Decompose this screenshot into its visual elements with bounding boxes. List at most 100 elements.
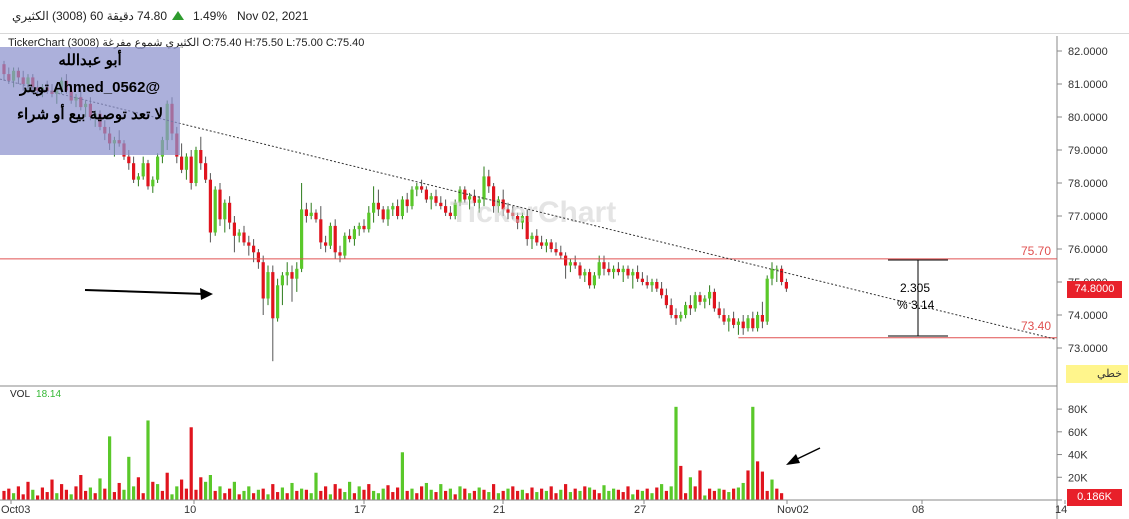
volume-bar [410,488,414,500]
candle-body [444,206,448,213]
volume-bar [21,494,25,500]
price-tick-label: 79.0000 [1068,145,1108,157]
volume-bar [626,486,630,500]
volume-bar [74,486,78,500]
candle [568,258,572,273]
candle [367,206,371,233]
volume-bar [117,482,121,500]
volume-bar [189,427,193,500]
price-tick-label: 73.0000 [1068,343,1108,355]
candle-body [506,209,510,213]
candle-body [324,242,328,246]
candle [784,278,788,292]
candle [276,278,280,322]
volume-bar [362,489,366,500]
volume-bar [170,494,174,500]
range-percent: % 3.14 [897,298,935,312]
volume-bar [146,420,150,500]
candle-body [189,156,193,183]
volume-bar [751,406,755,500]
note-box: أبو عبدالله @Ahmed_0562 تويتر لا تعد توص… [0,47,180,155]
candle [309,202,313,220]
volume-bar [530,487,534,500]
volume-bar [103,488,107,500]
candle-body [645,282,649,286]
volume-bar [420,486,424,500]
candle-body [415,186,419,190]
candle [650,278,654,292]
candle-body [760,315,764,322]
candle-body [525,216,529,240]
volume-value: 18.14 [36,389,62,400]
volume-bar [372,490,376,500]
volume-bar [602,485,606,500]
watermark: TickerChart [450,196,616,229]
volume-bar [458,486,462,500]
range-value: 2.305 [900,281,930,295]
up-arrow-icon [172,11,184,20]
volume-bar [12,493,16,500]
candle-body [708,291,712,299]
candle-body [751,318,755,329]
candle-body [549,242,553,249]
candle [765,275,769,325]
candle-body [765,278,769,322]
candle-body [669,305,673,315]
price-tick-label: 77.0000 [1068,211,1108,223]
candle [631,268,635,289]
candle-body [151,179,155,187]
candle-body [146,163,150,187]
candle-body [732,318,736,325]
candle [180,143,184,174]
volume-bar [578,490,582,500]
candle-body [655,282,659,289]
candle [405,192,409,213]
volume-bar [328,494,332,500]
candle-body [674,315,678,319]
volume-bar [674,406,678,500]
candle [242,225,246,246]
price-tick-label: 80.0000 [1068,112,1108,124]
volume-bar [300,488,304,500]
candle-body [511,212,515,216]
volume-bar [60,484,64,500]
volume-bar [45,492,49,500]
volume-bar [136,477,140,500]
candle-body [679,315,683,319]
candle-body [314,212,318,220]
volume-bar [333,484,337,500]
candle-body [386,209,390,220]
candle-body [136,176,140,180]
candle [741,315,745,335]
candle-body [741,321,745,329]
time-tick-label: 21 [493,504,505,516]
volume-bar [396,487,400,500]
candle [612,265,616,279]
arrow-annotation-volume [786,447,821,465]
candle [444,199,448,216]
candle [736,318,740,335]
chart-mode-button[interactable]: خطي [1066,365,1128,383]
volume-bar [40,487,44,500]
time-tick-label: Nov02 [777,504,809,516]
volume-bar [88,487,92,500]
range-measure[interactable]: 2.305 % 3.14 [888,259,948,337]
candle [732,311,736,329]
candle [669,298,673,319]
candle [775,265,779,282]
candle-body [448,212,452,216]
volume-bar [780,493,784,500]
candle-body [621,268,625,273]
candle [487,169,491,193]
candle-body [496,199,500,207]
candle-body [458,189,462,203]
volume-bar [501,490,505,500]
candle-body [784,282,788,289]
volume-bar [256,489,260,500]
volume-bar [98,478,102,500]
volume-bar [607,490,611,500]
volume-bar [684,493,688,500]
candle [511,206,515,220]
volume-tick-label: 80K [1068,404,1088,416]
